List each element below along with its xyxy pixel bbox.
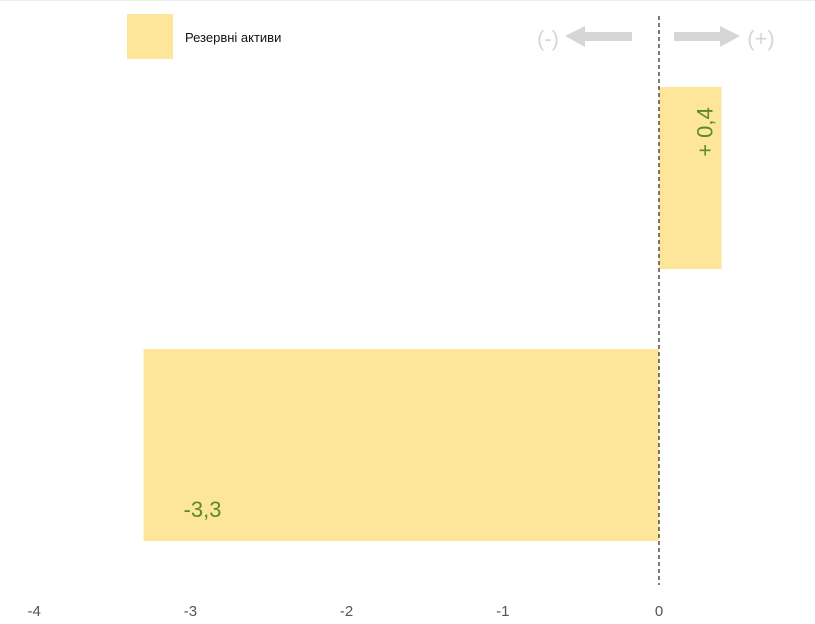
top-border [0,0,815,1]
x-tick-label: -1 [496,603,509,619]
data-label: -3,3 [184,497,222,522]
x-tick-label: 0 [655,603,663,619]
direction-indicators: (-) (+) [537,26,775,51]
legend: Резервні активи [127,14,281,59]
legend-label: Резервні активи [185,30,281,45]
x-tick-label: -4 [28,603,41,619]
bar [659,87,722,269]
x-tick-label: -2 [340,603,353,619]
legend-swatch [127,14,173,59]
x-tick-label: -3 [184,603,197,619]
bar [143,349,660,541]
positive-indicator-label: (+) [747,26,775,51]
arrow-right-icon [674,26,740,47]
arrow-left-icon [565,26,632,47]
data-label: + 0,4 [692,107,717,157]
negative-indicator-label: (-) [537,26,559,51]
